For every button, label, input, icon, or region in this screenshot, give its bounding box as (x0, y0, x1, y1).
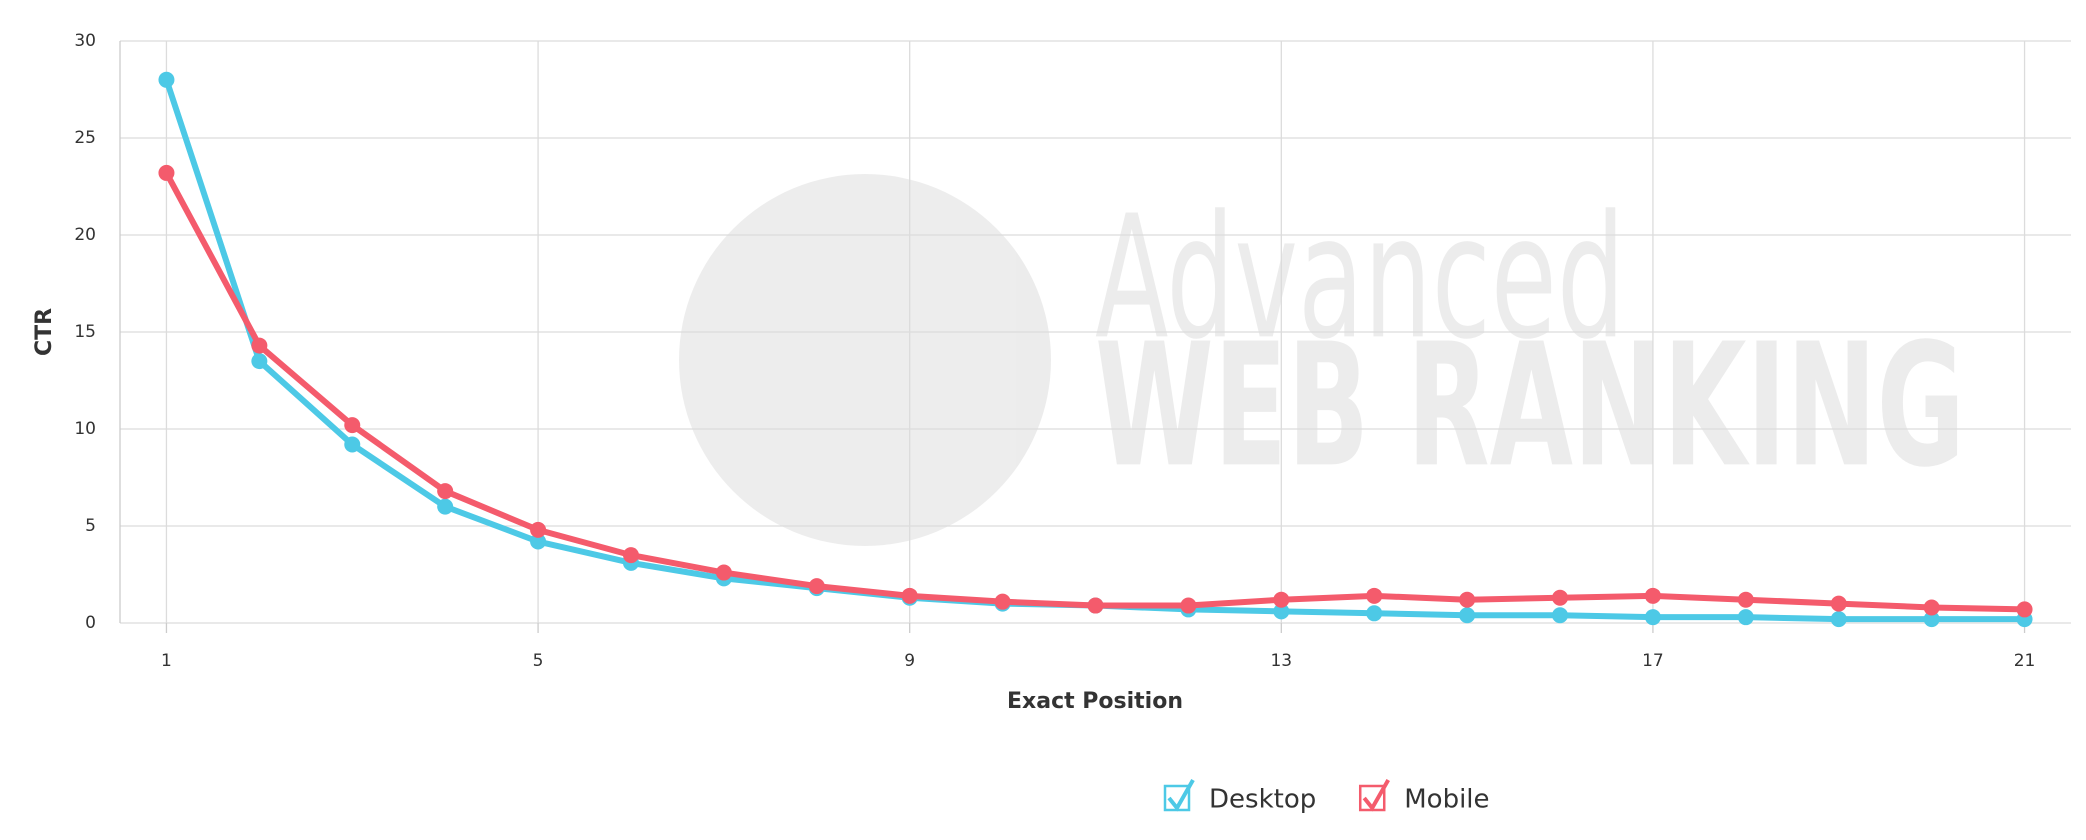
data-point (530, 533, 547, 550)
data-point (1923, 599, 1940, 616)
data-point (1459, 607, 1476, 624)
data-point (1644, 609, 1661, 626)
legend-item[interactable]: Mobile (1358, 779, 1490, 815)
data-point (994, 593, 1011, 610)
data-point (437, 498, 454, 515)
data-point (344, 436, 361, 453)
y-tick-label: 20 (74, 225, 96, 245)
data-point (1644, 587, 1661, 604)
data-point (1366, 587, 1383, 604)
legend-label: Mobile (1404, 785, 1489, 815)
x-tick-label: 9 (904, 651, 915, 671)
data-point (530, 521, 547, 538)
y-tick-label: 25 (74, 128, 96, 148)
legend-check (1362, 779, 1390, 812)
data-point (344, 417, 361, 434)
y-tick-label: 0 (85, 613, 96, 633)
watermark-text: Advanced (1095, 179, 1625, 377)
x-tick-label: 5 (533, 651, 544, 671)
data-point (437, 483, 454, 500)
data-point (158, 164, 175, 181)
y-tick-label: 15 (74, 322, 96, 342)
y-tick-label: 30 (74, 31, 96, 51)
y-tick-label: 5 (85, 516, 96, 536)
data-point (1830, 611, 1847, 628)
data-point (1273, 603, 1290, 620)
data-point (1830, 595, 1847, 612)
data-point (1552, 607, 1569, 624)
data-point (715, 564, 732, 581)
data-point (901, 587, 918, 604)
data-point (2016, 601, 2033, 618)
y-axis-title: CTR (32, 308, 57, 356)
x-axis-title: Exact Position (1007, 689, 1183, 714)
data-point (1459, 591, 1476, 608)
data-point (808, 578, 825, 595)
data-point (1923, 611, 1940, 628)
data-point (1737, 591, 1754, 608)
watermark-globe (679, 174, 1051, 546)
watermark: Advanced WEB RANKING (679, 174, 1965, 546)
x-tick-label: 1 (161, 651, 172, 671)
data-point (1180, 597, 1197, 614)
y-tick-label: 10 (74, 419, 96, 439)
data-point (1273, 591, 1290, 608)
x-tick-label: 21 (2014, 651, 2036, 671)
data-point (622, 547, 639, 564)
legend-check (1167, 779, 1195, 812)
data-point (158, 71, 175, 88)
data-point (1737, 609, 1754, 626)
data-point (1366, 605, 1383, 622)
watermark-text: WEB RANKING (1095, 307, 1965, 505)
legend-label: Desktop (1209, 785, 1316, 815)
legend-item[interactable]: Desktop (1163, 779, 1316, 815)
data-point (1552, 589, 1569, 606)
x-tick-label: 13 (1270, 651, 1292, 671)
data-point (251, 337, 268, 354)
data-point (251, 353, 268, 370)
x-tick-label: 17 (1642, 651, 1664, 671)
data-point (1087, 597, 1104, 614)
